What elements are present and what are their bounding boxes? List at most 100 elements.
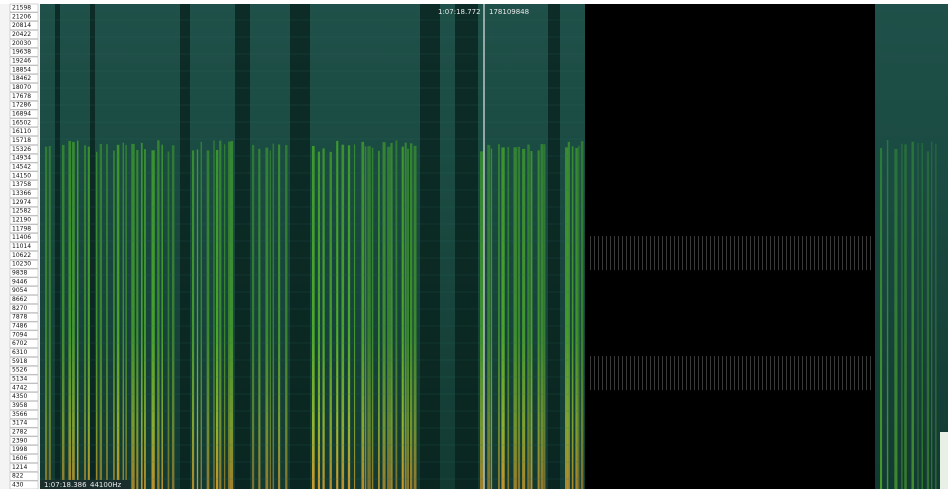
energy-stripe	[265, 148, 268, 489]
tone-mark	[794, 236, 795, 270]
tone-mark	[786, 236, 787, 270]
tone-mark	[694, 356, 695, 390]
energy-stripe	[84, 145, 85, 489]
energy-stripe	[498, 144, 500, 489]
tone-mark	[614, 356, 615, 390]
frequency-label: 3174	[12, 420, 27, 427]
energy-stripe	[575, 148, 577, 489]
energy-stripe	[197, 150, 198, 489]
tone-mark	[610, 236, 611, 270]
energy-stripe	[904, 144, 907, 489]
energy-stripe	[348, 145, 350, 489]
tone-mark	[814, 236, 815, 270]
energy-stripe	[224, 144, 225, 489]
energy-stripe	[213, 140, 214, 489]
energy-stripe	[491, 149, 492, 489]
energy-stripe	[192, 150, 194, 489]
frequency-label: 9446	[12, 278, 27, 285]
frequency-label: 18462	[12, 75, 31, 82]
tone-mark	[850, 236, 851, 270]
frequency-label: 17678	[12, 93, 31, 100]
tone-mark	[634, 356, 635, 390]
quiet-column	[180, 4, 190, 489]
tone-mark	[766, 236, 767, 270]
energy-stripe	[927, 151, 929, 489]
tone-mark	[758, 236, 759, 270]
energy-stripe	[911, 142, 913, 489]
energy-stripe	[68, 141, 71, 489]
tone-mark	[698, 356, 699, 390]
frequency-label: 11014	[12, 243, 31, 250]
frequency-label: 1606	[12, 455, 27, 462]
tone-mark	[742, 236, 743, 270]
energy-stripe	[168, 151, 170, 489]
frequency-label: 13366	[12, 190, 31, 197]
tone-mark	[638, 236, 639, 270]
energy-stripe	[161, 145, 163, 489]
tone-mark	[646, 356, 647, 390]
tone-mark	[810, 236, 811, 270]
tone-mark	[746, 236, 747, 270]
energy-stripe	[45, 147, 47, 489]
energy-stripe	[931, 142, 932, 489]
energy-stripe	[414, 146, 417, 489]
tone-mark	[846, 236, 847, 270]
frequency-label: 1214	[12, 464, 27, 471]
tone-mark	[866, 236, 867, 270]
tone-mark	[702, 356, 703, 390]
energy-stripe	[231, 141, 234, 489]
frequency-label: 5918	[12, 358, 27, 365]
frequency-label: 20030	[12, 40, 31, 47]
tone-mark	[798, 236, 799, 270]
energy-stripe	[100, 144, 102, 489]
tone-mark	[654, 236, 655, 270]
energy-stripe	[252, 145, 254, 489]
tone-mark	[598, 236, 599, 270]
frequency-label: 4742	[12, 384, 27, 391]
frequency-label: 16502	[12, 119, 31, 126]
energy-stripe	[383, 142, 386, 489]
tone-mark	[802, 356, 803, 390]
frequency-label: 3566	[12, 411, 27, 418]
energy-stripe	[918, 143, 919, 489]
tone-mark	[722, 356, 723, 390]
energy-stripe	[410, 143, 412, 489]
tone-mark	[798, 356, 799, 390]
tone-mark	[830, 236, 831, 270]
energy-stripe	[113, 151, 115, 489]
tone-mark	[822, 236, 823, 270]
energy-stripe	[157, 140, 159, 489]
tone-mark	[766, 356, 767, 390]
tone-mark	[770, 236, 771, 270]
energy-stripe	[136, 150, 138, 489]
tone-mark	[626, 356, 627, 390]
energy-stripe	[354, 144, 355, 489]
energy-stripe	[88, 147, 90, 489]
tone-mark	[710, 356, 711, 390]
energy-stripe	[568, 142, 570, 489]
frequency-label: 7094	[12, 331, 27, 338]
energy-stripe	[330, 152, 332, 489]
frequency-label: 5134	[12, 376, 27, 383]
frequency-label: 10622	[12, 252, 31, 259]
tone-mark	[750, 356, 751, 390]
tone-mark	[690, 356, 691, 390]
frequency-label: 1998	[12, 446, 27, 453]
tone-mark	[682, 356, 683, 390]
energy-stripe	[480, 151, 483, 489]
tone-mark	[606, 236, 607, 270]
frequency-label: 9054	[12, 287, 27, 294]
tone-mark	[670, 236, 671, 270]
frequency-label: 17286	[12, 102, 31, 109]
energy-stripe	[341, 145, 344, 489]
tone-mark	[838, 356, 839, 390]
tone-mark	[686, 236, 687, 270]
energy-stripe	[578, 146, 579, 489]
tone-mark	[738, 236, 739, 270]
tone-mark	[638, 356, 639, 390]
tone-mark	[666, 236, 667, 270]
tone-mark	[838, 236, 839, 270]
tone-mark	[830, 356, 831, 390]
tone-mark	[678, 236, 679, 270]
cursor-time: 1:07:18.772	[438, 8, 481, 16]
